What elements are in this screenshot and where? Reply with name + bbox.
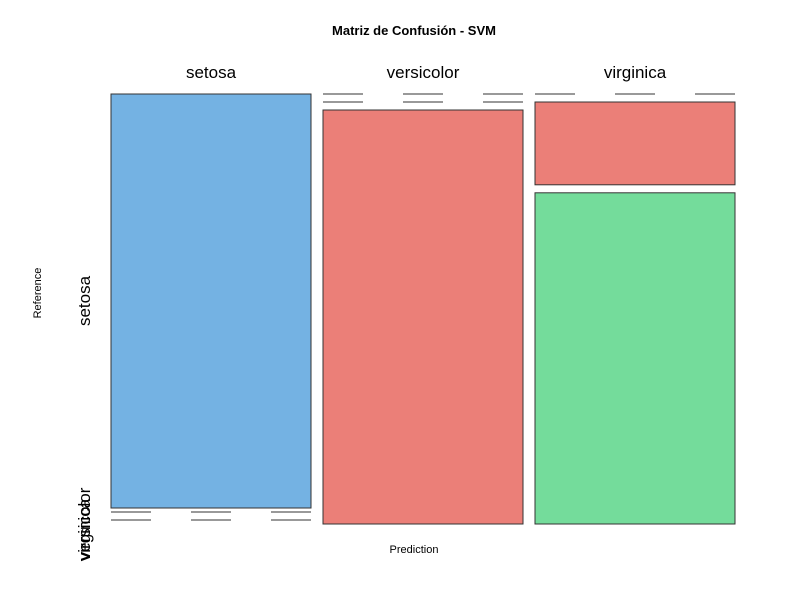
chart-title: Matriz de Confusión - SVM (332, 23, 496, 38)
reference-label-virginica: virginica (75, 498, 94, 561)
cell-versicolor-virginica (322, 109, 524, 525)
cell-virginica-virginica (534, 192, 736, 525)
y-axis-label: Reference (32, 268, 44, 319)
prediction-label-virginica: virginica (604, 63, 667, 82)
x-axis-label: Prediction (390, 544, 439, 556)
prediction-label-versicolor: versicolor (387, 63, 460, 82)
reference-label-setosa: setosa (75, 275, 94, 326)
cell-setosa-setosa (110, 93, 312, 509)
reference-label-versicolor: versicolor (75, 487, 94, 560)
cell-virginica-versicolor (534, 101, 736, 186)
prediction-label-setosa: setosa (186, 63, 237, 82)
